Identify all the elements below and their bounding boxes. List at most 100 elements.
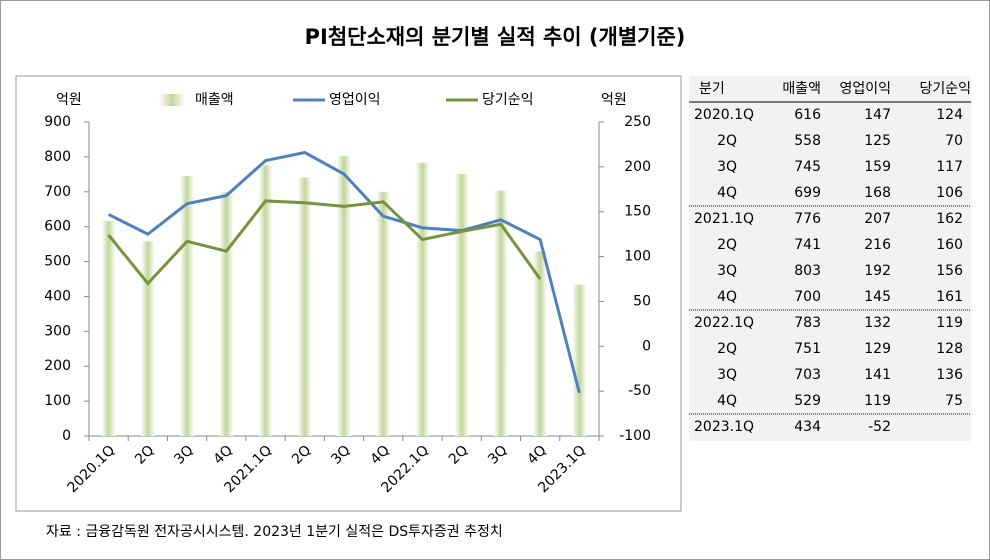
x-tick-label: 2Q xyxy=(289,442,314,467)
y-tick-label: 100 xyxy=(44,393,71,409)
table-cell: 2022.1Q xyxy=(694,315,754,331)
table-cell: 136 xyxy=(936,367,963,383)
chart-title: PI첨단소재의 분기별 실적 추이 (개별기준) xyxy=(305,25,686,49)
table-cell: 4Q xyxy=(717,185,737,201)
table-cell: 119 xyxy=(864,393,891,409)
legend-label: 매출액 xyxy=(195,92,234,108)
bar xyxy=(493,190,508,436)
table-cell: 207 xyxy=(864,211,891,227)
table-cell: 745 xyxy=(794,159,821,175)
y2-tick-label: 150 xyxy=(624,204,651,220)
y-axis-label: 억원 xyxy=(56,92,82,108)
bar xyxy=(297,177,312,436)
x-tick-label: 2Q xyxy=(132,442,157,467)
y2-tick-label: 250 xyxy=(624,114,651,130)
line xyxy=(107,199,542,286)
table-cell: 751 xyxy=(794,341,821,357)
table-cell: 145 xyxy=(864,289,891,305)
bar xyxy=(219,192,234,436)
y2-tick-label: 200 xyxy=(624,159,651,175)
table-cell: 700 xyxy=(794,289,821,305)
y-tick-label: 500 xyxy=(44,254,71,270)
bar xyxy=(415,162,430,436)
table-cell: 75 xyxy=(945,393,963,409)
bar xyxy=(376,191,391,436)
table-cell: 2021.1Q xyxy=(694,211,754,227)
y2-axis-label: 억원 xyxy=(601,92,627,108)
table-cell: 70 xyxy=(945,133,963,149)
bar xyxy=(140,241,155,436)
table-header: 분기 xyxy=(699,81,725,97)
legend-label: 당기순익 xyxy=(482,92,534,108)
table-cell: 106 xyxy=(936,185,963,201)
table-cell: 2Q xyxy=(717,237,737,253)
x-tick-label: 3Q xyxy=(485,442,510,467)
table-cell: 128 xyxy=(936,341,963,357)
table-cell: 4Q xyxy=(717,289,737,305)
y2-tick-label: 50 xyxy=(633,293,651,309)
table-cell: 741 xyxy=(794,237,821,253)
x-tick-label: 4Q xyxy=(211,442,236,467)
table-cell: 3Q xyxy=(717,159,737,175)
bar xyxy=(454,173,469,437)
table-cell: 434 xyxy=(794,419,821,435)
table-cell: 3Q xyxy=(717,263,737,279)
table-header: 영업이익 xyxy=(839,81,891,97)
line xyxy=(107,150,581,394)
y-tick-label: 700 xyxy=(44,184,71,200)
table-cell: 4Q xyxy=(717,393,737,409)
table-cell: 156 xyxy=(936,263,963,279)
table-cell: 216 xyxy=(864,237,891,253)
bar xyxy=(101,221,116,436)
table-cell: 2Q xyxy=(717,133,737,149)
table-cell: 161 xyxy=(936,289,963,305)
table-cell: -52 xyxy=(868,419,891,435)
footnote: 자료 : 금융감독원 전자공시시스템. 2023년 1분기 실적은 DS투자증권… xyxy=(46,524,503,540)
table-cell: 776 xyxy=(794,211,821,227)
table-cell: 2020.1Q xyxy=(694,107,754,123)
table-cell: 699 xyxy=(794,185,821,201)
table-cell: 529 xyxy=(794,393,821,409)
y2-tick-label: -100 xyxy=(619,428,651,444)
table-cell: 192 xyxy=(864,263,891,279)
table-header: 매출액 xyxy=(782,81,821,97)
legend-swatch xyxy=(159,94,185,106)
bar xyxy=(180,176,195,437)
bar xyxy=(533,251,548,436)
table-cell: 129 xyxy=(864,341,891,357)
table-cell: 162 xyxy=(936,211,963,227)
table-cell: 783 xyxy=(794,315,821,331)
y-tick-label: 0 xyxy=(62,428,71,444)
table-cell: 159 xyxy=(864,159,891,175)
y-tick-label: 900 xyxy=(44,114,71,130)
y-tick-label: 600 xyxy=(44,219,71,235)
table-cell: 132 xyxy=(864,315,891,331)
y-tick-label: 300 xyxy=(44,323,71,339)
y-tick-label: 800 xyxy=(44,149,71,165)
table-bg xyxy=(689,76,971,441)
table-header: 당기순익 xyxy=(919,81,971,97)
y2-tick-label: 0 xyxy=(642,338,651,354)
table-cell: 2023.1Q xyxy=(694,419,754,435)
x-tick-label: 3Q xyxy=(171,442,196,467)
bar xyxy=(572,284,587,436)
y2-tick-label: 100 xyxy=(624,249,651,265)
table-cell: 119 xyxy=(936,315,963,331)
chart-frame xyxy=(15,75,682,512)
y-tick-label: 400 xyxy=(44,288,71,304)
x-tick-label: 2Q xyxy=(446,442,471,467)
legend-label: 영업이익 xyxy=(329,92,381,108)
table-cell: 803 xyxy=(794,263,821,279)
table-cell: 125 xyxy=(864,133,891,149)
table-cell: 117 xyxy=(936,159,963,175)
table-cell: 141 xyxy=(864,367,891,383)
table-cell: 147 xyxy=(864,107,891,123)
x-tick-label: 4Q xyxy=(524,442,549,467)
table-cell: 558 xyxy=(794,133,821,149)
x-tick-label: 3Q xyxy=(328,442,353,467)
table-cell: 168 xyxy=(864,185,891,201)
y2-tick-label: -50 xyxy=(628,383,651,399)
table-cell: 703 xyxy=(794,367,821,383)
